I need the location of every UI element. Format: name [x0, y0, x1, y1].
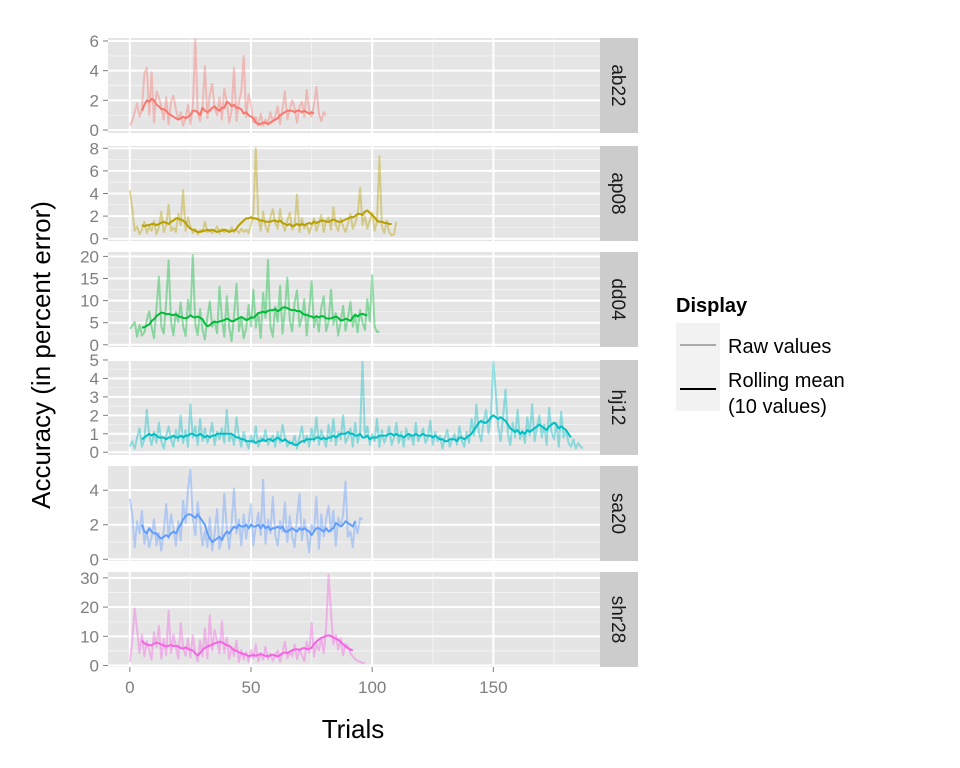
x-tick-label: 0 [125, 678, 134, 697]
x-axis: 0 50 100 150 [125, 667, 508, 697]
series-raw-shr28 [128, 573, 366, 665]
series-rolling-shr28 [141, 634, 354, 658]
facet-label: hj12 [607, 390, 628, 426]
facet-label: ap08 [607, 172, 628, 214]
panels-layer: 0246ab2202468ap0805101520dd04012345hj120… [80, 32, 638, 676]
y-tick-label: 0 [90, 121, 99, 140]
y-tick-label: 1 [90, 425, 99, 444]
y-tick-label: 4 [90, 185, 99, 204]
panel-ab22: 0 2 4 6 ab22 [90, 32, 638, 140]
legend-title: Display [676, 295, 748, 317]
y-tick-label: 20 [80, 247, 99, 266]
y-tick-label: 0 [90, 550, 99, 569]
series-rolling-ap08 [141, 209, 392, 233]
panel-sa20: 0 2 4 sa20 [90, 466, 638, 569]
panel-dd04: 0 5 10 15 20 dd04 [80, 247, 638, 355]
facet-strip [600, 146, 638, 241]
y-tick-label: 2 [90, 91, 99, 110]
y-tick-label: 2 [90, 207, 99, 226]
series-raw-ab22 [128, 38, 327, 127]
y-tick-label: 3 [90, 388, 99, 407]
y-tick-label: 4 [90, 369, 99, 388]
panel-background [108, 252, 600, 347]
y-tick-label: 6 [90, 32, 99, 51]
y-tick-label: 0 [90, 443, 99, 462]
series-rolling-dd04 [141, 306, 368, 329]
y-tick-label: 10 [80, 292, 99, 311]
facet-label: sa20 [607, 493, 628, 534]
y-tick-label: 6 [90, 162, 99, 181]
y-tick-label: 0 [90, 230, 99, 249]
facet-strip [600, 360, 638, 455]
y-tick-label: 2 [90, 406, 99, 425]
y-tick-label: 8 [90, 139, 99, 158]
y-tick-label: 0 [90, 336, 99, 355]
series-raw-ap08 [128, 147, 398, 237]
series-rolling-hj12 [141, 414, 572, 446]
series-rolling-ab22 [140, 97, 315, 126]
y-tick-label: 4 [90, 62, 99, 81]
panel-ap08: 0 2 4 6 8 ap08 [90, 139, 638, 249]
panel-shr28: 0 10 20 30 shr28 [80, 569, 638, 676]
y-tick-label: 5 [90, 314, 99, 333]
y-tick-label: 10 [80, 627, 99, 646]
series-raw-hj12 [128, 360, 584, 450]
x-tick-label: 50 [242, 678, 261, 697]
y-tick-label: 0 [90, 657, 99, 676]
y-tick-label: 20 [80, 598, 99, 617]
legend: Display Raw values Rolling mean (10 valu… [676, 295, 845, 418]
facet-strip [600, 466, 638, 561]
series-raw-sa20 [128, 468, 364, 554]
legend-label-rolling-line2: (10 values) [728, 396, 827, 418]
series-raw-dd04 [129, 254, 380, 343]
series-rolling-sa20 [140, 513, 357, 543]
y-tick-label: 5 [90, 351, 99, 370]
y-tick-label: 2 [90, 516, 99, 535]
facet-label: ab22 [607, 64, 628, 106]
y-axis-title: Accuracy (in percent error) [26, 201, 56, 509]
panel-background [108, 572, 600, 667]
facet-strip [600, 572, 638, 667]
legend-label-raw: Raw values [728, 336, 831, 358]
legend-label-rolling: Rolling mean [728, 370, 845, 392]
x-tick-label: 100 [358, 678, 386, 697]
y-tick-label: 4 [90, 481, 99, 500]
y-tick-label: 15 [80, 270, 99, 289]
y-tick-label: 30 [80, 569, 99, 588]
facet-strip [600, 38, 638, 133]
facet-strip [600, 252, 638, 347]
facet-label: shr28 [607, 596, 628, 644]
x-axis-title: Trials [322, 714, 385, 744]
facet-label: dd04 [607, 278, 628, 321]
x-tick-label: 150 [479, 678, 507, 697]
